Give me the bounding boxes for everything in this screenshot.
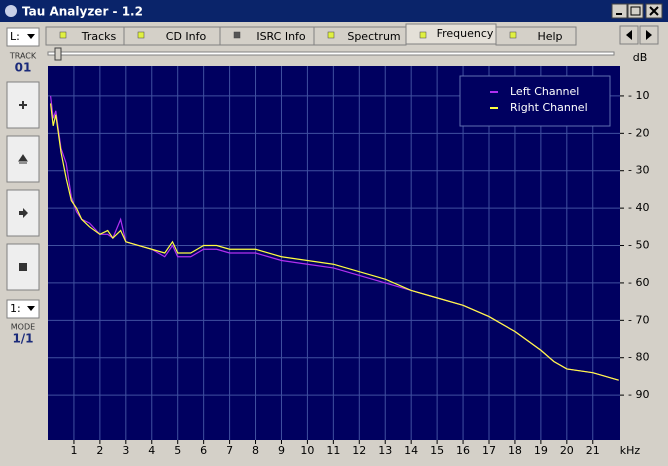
window-title: Tau Analyzer - 1.2: [22, 5, 143, 19]
y-axis-label: dB: [633, 51, 648, 64]
x-tick-label: 4: [148, 444, 155, 457]
y-tick-label: - 80: [628, 351, 649, 364]
x-tick-label: 7: [226, 444, 233, 457]
close-icon: [649, 6, 659, 16]
title-bar: [0, 0, 668, 22]
x-tick-label: 21: [586, 444, 600, 457]
arrow-left-icon: [626, 30, 632, 40]
eject-icon: [18, 154, 28, 164]
x-tick-label: 12: [352, 444, 366, 457]
x-tick-label: 19: [534, 444, 548, 457]
y-tick-label: - 20: [628, 126, 649, 139]
tab-led: [59, 31, 67, 39]
y-tick-label: - 10: [628, 89, 649, 102]
eject-button[interactable]: [6, 135, 40, 183]
x-tick-label: 20: [560, 444, 574, 457]
x-tick-label: 9: [278, 444, 285, 457]
y-tick-label: - 70: [628, 313, 649, 326]
add-button[interactable]: [6, 81, 40, 129]
window-buttons: [611, 3, 663, 19]
frequency-plot: 1 2 3 4 5 6 7 8 9 10 11 12 13 14 15 16 17 18 19 20 21- 10- 2…: [48, 51, 649, 457]
minimize-icon: [616, 13, 622, 15]
series-line: [49, 103, 619, 381]
maximize-icon: [630, 6, 641, 16]
x-tick-label: 15: [430, 444, 444, 457]
x-tick-label: 2: [96, 444, 103, 457]
x-tick-label: 10: [300, 444, 314, 457]
tab-label: Help: [537, 30, 562, 43]
maximize-button[interactable]: [627, 3, 644, 19]
channel-value: L:: [10, 30, 20, 43]
x-tick-label: 8: [252, 444, 259, 457]
x-tick-label: 1: [70, 444, 77, 457]
plot-area: [48, 66, 620, 440]
x-tick-label: 11: [326, 444, 340, 457]
y-tick-label: - 50: [628, 239, 649, 252]
track-number: 01: [15, 61, 32, 75]
x-tick-label: 14: [404, 444, 418, 457]
x-tick-label: 6: [200, 444, 207, 457]
x-tick-label: 13: [378, 444, 392, 457]
tab-led: [137, 31, 145, 39]
slider-thumb[interactable]: [54, 47, 62, 61]
mode-value: 1/1: [12, 332, 33, 346]
y-tick-label: - 40: [628, 201, 649, 214]
app-icon: [5, 5, 17, 17]
tab-led: [327, 31, 335, 39]
stop-icon: [19, 263, 27, 271]
tab-led: [509, 31, 517, 39]
plus-icon: [19, 101, 27, 109]
transport-buttons: [6, 81, 40, 291]
x-axis-label: kHz: [620, 444, 641, 457]
mode-select[interactable]: [6, 299, 40, 319]
x-tick-label: 3: [122, 444, 129, 457]
x-tick-label: 17: [482, 444, 496, 457]
dropdown-arrow: [27, 306, 35, 311]
tab-label: Frequency: [437, 27, 494, 40]
y-tick-label: - 60: [628, 276, 649, 289]
tab-led: [419, 31, 427, 39]
play-icon: [19, 208, 28, 218]
y-tick-label: - 90: [628, 388, 649, 401]
channel-select[interactable]: [6, 27, 40, 47]
arrow-right-icon: [646, 30, 652, 40]
slider-track: [47, 51, 615, 56]
track-label: TRACK: [9, 52, 37, 61]
tab-label: ISRC Info: [256, 30, 306, 43]
tab-label: Spectrum: [347, 30, 400, 43]
x-tick-label: 18: [508, 444, 522, 457]
legend-label: Right Channel: [510, 101, 588, 114]
tab-label: Tracks: [81, 30, 117, 43]
mode-select-value: 1:: [10, 302, 21, 315]
x-tick-label: 16: [456, 444, 470, 457]
dropdown-arrow: [27, 34, 35, 39]
tab-label: CD Info: [166, 30, 207, 43]
legend-label: Left Channel: [510, 85, 579, 98]
x-tick-label: 5: [174, 444, 181, 457]
tab-bar: Tracks CD Info ISRC Info Spectrum Frequency H…: [45, 23, 577, 46]
y-tick-label: - 30: [628, 164, 649, 177]
mode-label: MODE: [11, 323, 35, 332]
tab-led: [233, 31, 241, 39]
tab[interactable]: [495, 26, 577, 46]
minimize-button[interactable]: [611, 3, 628, 19]
legend-box: [459, 75, 611, 127]
